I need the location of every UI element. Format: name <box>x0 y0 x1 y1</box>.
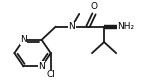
Text: O: O <box>91 2 97 11</box>
Text: N: N <box>69 22 75 31</box>
Text: Cl: Cl <box>46 70 55 79</box>
Text: N: N <box>20 35 27 44</box>
Text: N: N <box>38 62 45 71</box>
Text: NH₂: NH₂ <box>117 22 135 31</box>
